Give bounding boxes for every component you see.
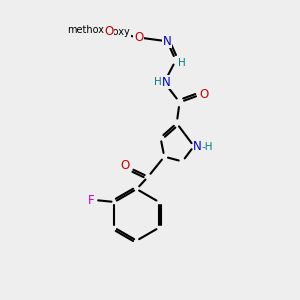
Text: methoxy: methoxy	[68, 25, 110, 35]
Text: -H: -H	[202, 142, 213, 152]
Text: O: O	[121, 159, 130, 172]
Text: methoxy: methoxy	[88, 27, 130, 37]
Text: N: N	[193, 140, 202, 153]
Text: O: O	[200, 88, 209, 101]
Text: O: O	[104, 25, 114, 38]
Text: N: N	[163, 35, 172, 48]
Text: H: H	[154, 77, 161, 87]
Text: H: H	[178, 58, 185, 68]
Text: F: F	[88, 194, 95, 207]
Text: O: O	[105, 25, 115, 38]
Text: N: N	[162, 76, 171, 89]
Text: O: O	[134, 31, 143, 44]
